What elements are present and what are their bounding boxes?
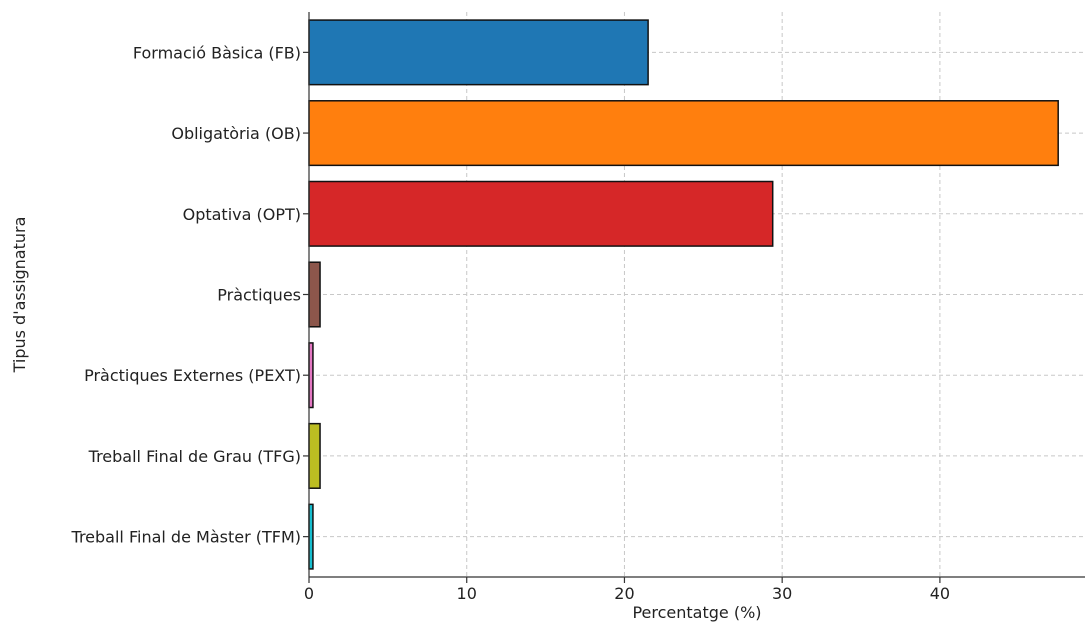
x-tick-label: 40	[930, 584, 950, 603]
grid	[308, 12, 1085, 577]
x-tick-label: 30	[772, 584, 792, 603]
x-tick-label: 10	[457, 584, 477, 603]
bars	[308, 19, 1059, 570]
x-axis-title: Percentatge (%)	[632, 603, 761, 622]
y-axis-title: Tipus d'assignatura	[10, 217, 29, 374]
x-ticks: 0 10 20 30 40	[304, 577, 950, 603]
y-tick-labels: Formació Bàsica (FB) Obligatòria (OB) Opta…	[71, 43, 309, 547]
bar	[308, 261, 321, 328]
y-tick-label: Pràctiques	[217, 286, 301, 305]
y-tick-label: Optativa (OPT)	[183, 205, 301, 224]
x-tick-label: 20	[614, 584, 634, 603]
bar	[308, 100, 1059, 167]
y-tick-label: Treball Final de Màster (TFM)	[71, 528, 301, 547]
bar	[308, 422, 321, 489]
y-tick-label: Treball Final de Grau (TFG)	[88, 447, 301, 466]
y-tick-label: Obligatòria (OB)	[171, 124, 301, 143]
y-tick-label: Pràctiques Externes (PEXT)	[84, 366, 301, 385]
y-tick-label: Formació Bàsica (FB)	[133, 43, 301, 62]
x-tick-label: 0	[304, 584, 314, 603]
bar	[308, 180, 774, 247]
bar	[308, 19, 649, 86]
